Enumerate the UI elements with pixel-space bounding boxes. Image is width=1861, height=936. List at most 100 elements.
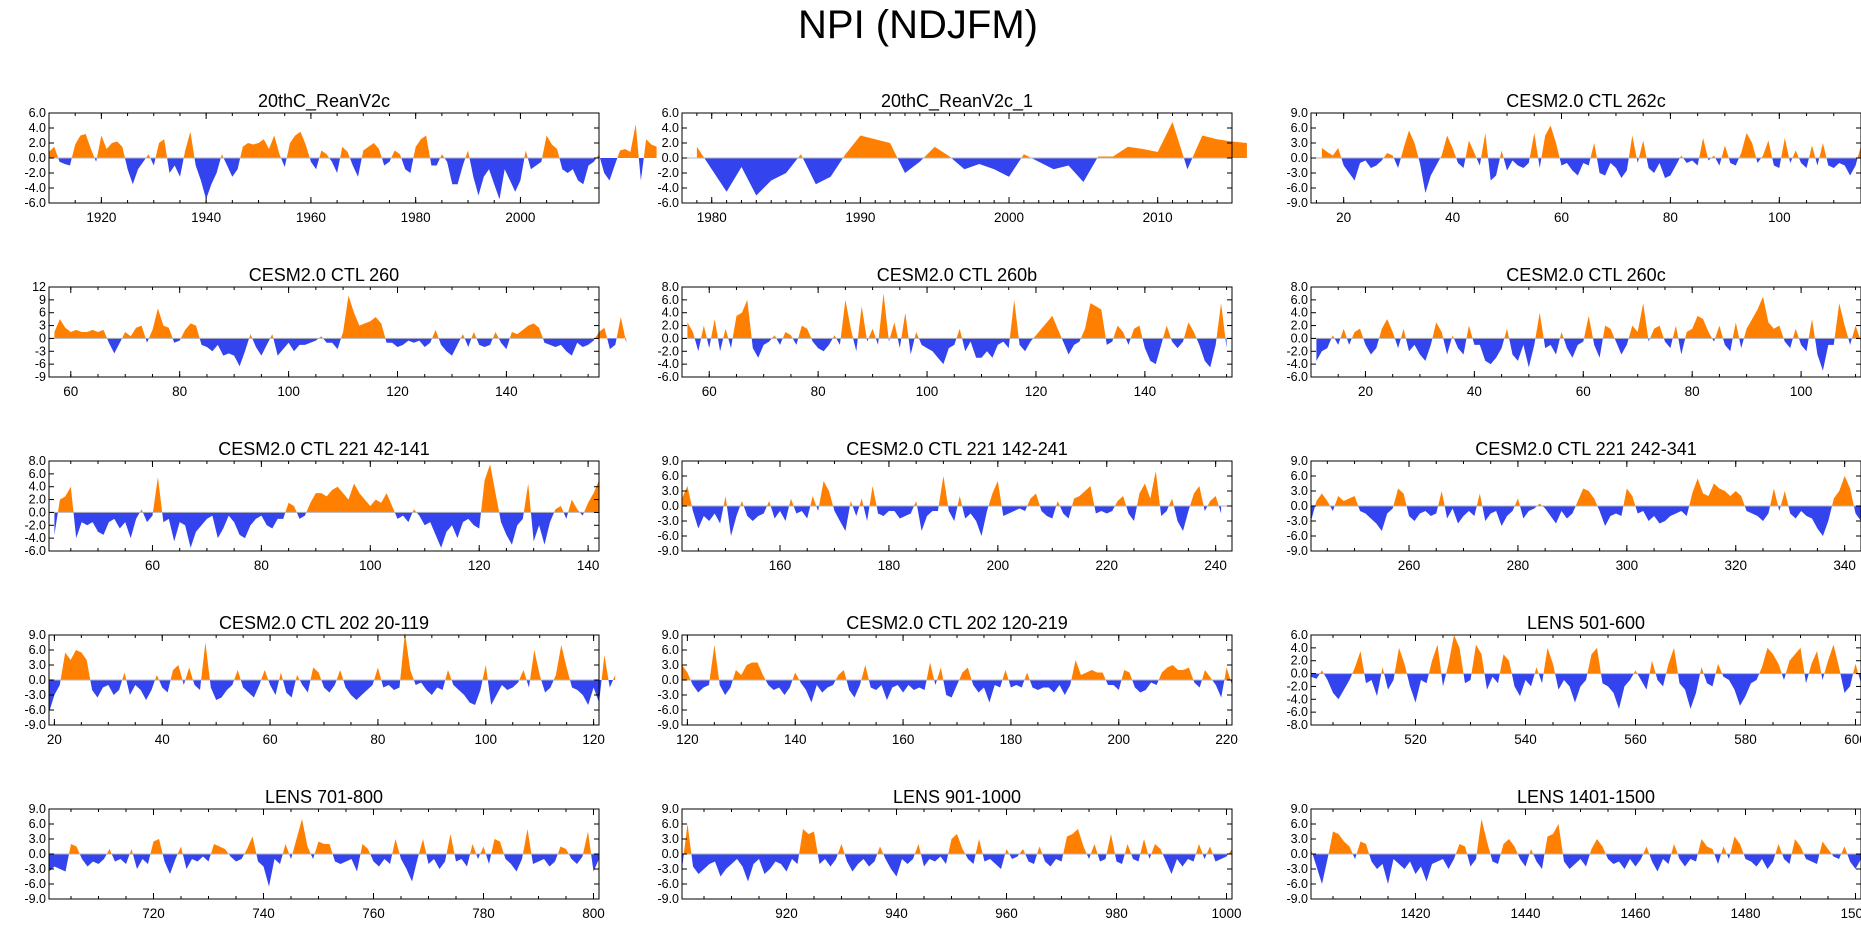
positive-area — [948, 834, 966, 854]
negative-area — [728, 338, 733, 349]
negative-area — [299, 680, 311, 693]
positive-area — [1730, 836, 1744, 854]
y-tick-label: -3.0 — [1286, 514, 1308, 528]
positive-area — [792, 672, 800, 680]
positive-area — [857, 306, 867, 339]
x-tick-label: 340 — [1833, 558, 1856, 573]
y-tick-label: 3.0 — [29, 832, 46, 846]
x-tick-label: 520 — [1404, 732, 1427, 747]
negative-area — [607, 338, 617, 350]
y-tick-label: 0.0 — [29, 505, 46, 519]
negative-area — [965, 854, 976, 864]
positive-area — [210, 844, 229, 854]
negative-area — [223, 158, 241, 177]
positive-area — [122, 325, 146, 339]
positive-area — [613, 675, 616, 680]
positive-area — [1471, 644, 1485, 674]
y-tick-label: 9.0 — [1291, 454, 1308, 468]
negative-area — [719, 680, 733, 695]
x-tick-label: 140 — [577, 558, 600, 573]
negative-area — [1171, 338, 1184, 349]
y-tick-label: 2.0 — [1291, 319, 1308, 333]
negative-area — [1781, 673, 1786, 680]
negative-area — [1840, 673, 1854, 693]
positive-area — [1623, 488, 1636, 506]
positive-area — [460, 334, 465, 339]
x-tick-label: 100 — [1768, 210, 1791, 225]
negative-area — [1059, 506, 1072, 519]
x-tick-label: 760 — [362, 906, 385, 921]
negative-area — [1115, 854, 1125, 864]
x-tick-label: 720 — [142, 906, 165, 921]
positive-area — [1780, 491, 1789, 506]
positive-area — [432, 329, 439, 339]
positive-area — [1697, 839, 1715, 854]
negative-area — [1105, 338, 1114, 345]
negative-area — [1142, 338, 1163, 365]
positive-area — [1400, 130, 1419, 158]
positive-area — [1739, 133, 1757, 158]
negative-area — [1183, 158, 1193, 170]
positive-area — [956, 328, 963, 339]
positive-area — [1851, 325, 1860, 339]
negative-area — [836, 338, 841, 345]
x-tick-label: 1420 — [1400, 906, 1430, 921]
negative-area — [1826, 158, 1858, 176]
positive-area — [810, 496, 817, 506]
y-tick-label: 9.0 — [29, 802, 46, 816]
x-tick-label: 60 — [702, 384, 717, 399]
negative-area — [498, 338, 510, 350]
y-tick-label: -9.0 — [1286, 544, 1308, 558]
y-tick-label: 4.0 — [29, 121, 46, 135]
x-tick-label: 580 — [1734, 732, 1757, 747]
panel-10: CESM2.0 CTL 202 20-119 9.06.03.00.0-3.0-6… — [24, 613, 616, 747]
y-tick-label: -3.0 — [24, 688, 46, 702]
positive-area — [1672, 325, 1679, 339]
negative-area — [1162, 854, 1196, 874]
y-tick-label: -6.0 — [24, 544, 46, 558]
positive-area — [220, 154, 224, 158]
positive-area — [1124, 844, 1132, 854]
x-tick-label: 140 — [1134, 384, 1157, 399]
y-tick-label: 2.0 — [29, 136, 46, 150]
positive-area — [481, 464, 500, 513]
positive-area — [1853, 663, 1859, 674]
negative-area — [454, 854, 471, 867]
negative-area — [1712, 338, 1716, 342]
positive-area — [240, 135, 281, 158]
negative-area — [282, 680, 296, 698]
positive-area — [1559, 332, 1564, 339]
positive-area — [914, 501, 918, 506]
y-tick-label: -4.0 — [657, 357, 679, 371]
positive-area — [723, 328, 729, 339]
negative-area — [817, 854, 838, 867]
negative-area — [1363, 338, 1380, 355]
negative-area — [142, 512, 153, 523]
negative-area — [1352, 854, 1357, 859]
negative-area — [228, 854, 245, 862]
negative-area — [1605, 854, 1644, 869]
negative-area — [162, 512, 286, 548]
negative-area — [1125, 338, 1131, 345]
x-tick-label: 40 — [155, 732, 170, 747]
positive-area — [878, 293, 889, 339]
negative-area — [1393, 158, 1401, 168]
positive-area — [1781, 138, 1790, 158]
negative-area — [706, 338, 711, 349]
negative-area — [49, 680, 61, 713]
negative-area — [1543, 338, 1560, 355]
negative-area — [917, 506, 939, 531]
y-tick-label: -6.0 — [1286, 877, 1308, 891]
positive-area — [446, 834, 455, 854]
y-tick-label: 6.0 — [662, 106, 679, 120]
positive-area — [723, 496, 727, 506]
positive-area — [524, 150, 528, 158]
negative-area — [846, 680, 862, 698]
x-tick-label: 1460 — [1620, 906, 1650, 921]
positive-area — [988, 481, 1002, 506]
negative-area — [934, 680, 937, 685]
negative-area — [49, 854, 69, 872]
y-tick-label: -2.0 — [657, 344, 679, 358]
positive-area — [361, 143, 382, 158]
